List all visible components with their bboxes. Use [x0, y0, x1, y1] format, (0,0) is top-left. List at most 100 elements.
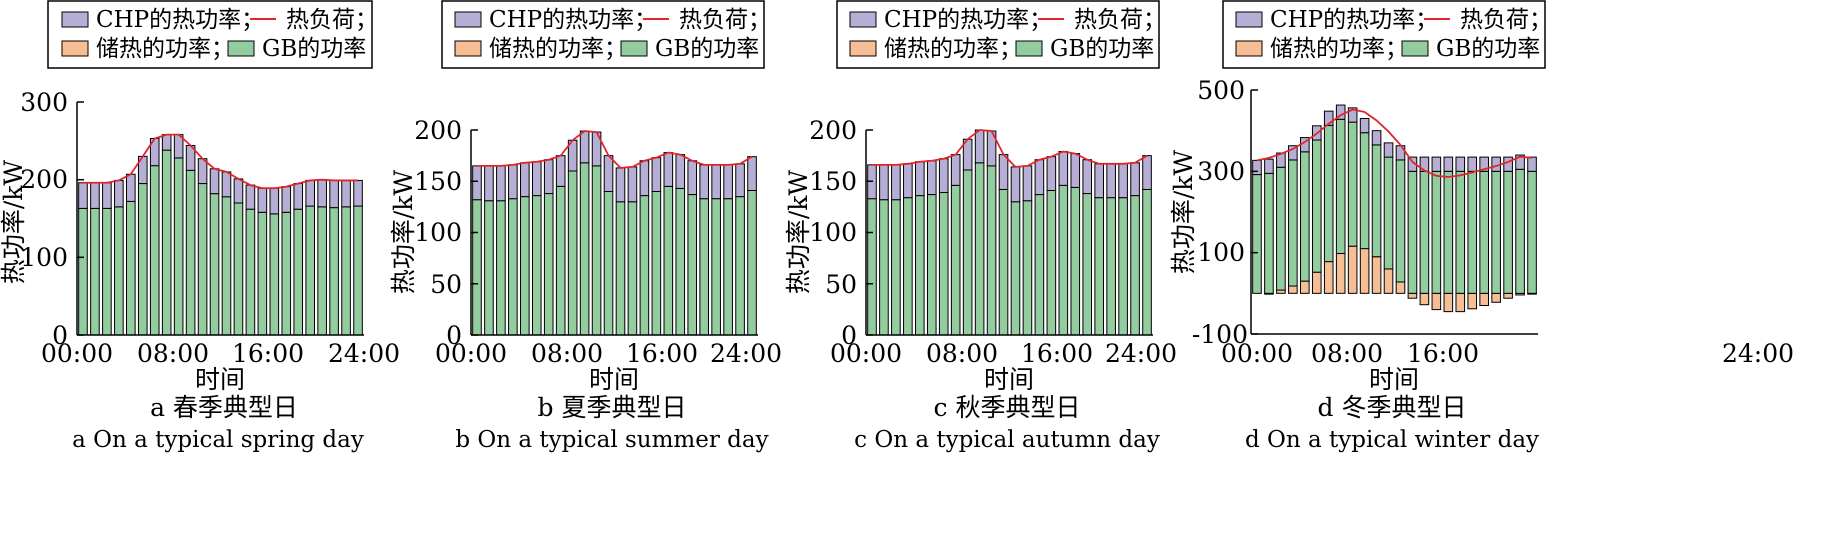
bars-c [867, 129, 1152, 336]
bar-segment-gb [974, 162, 985, 336]
bar-segment-gb [1491, 170, 1501, 294]
bar-segment-gb [747, 189, 757, 336]
bar-segment-gb [639, 195, 650, 336]
x-tick-label: 08:00 [531, 339, 603, 368]
bar-segment-storage [1347, 245, 1358, 294]
bar-segment-chp [102, 182, 112, 209]
caption-cn-a: a 春季典型日 [150, 393, 298, 422]
y-ticks-b [471, 129, 478, 336]
bar-segment-gb [257, 211, 268, 336]
plot-a: 0 100 200 300 00:00 08:00 16:00 24:00 时间… [0, 88, 400, 394]
x-axis-title-b: 时间 [589, 365, 639, 394]
bar-segment-chp [938, 158, 949, 194]
x-tick-label: 00:00 [41, 339, 113, 368]
bar-segment-gb [197, 183, 208, 336]
bar-segment-chp [915, 161, 925, 197]
x-tick-label: 24:00 [1722, 339, 1794, 368]
legend-label-chp: CHP的热功率； [96, 7, 264, 33]
y-ticks-c [866, 129, 873, 336]
bar-segment-chp [627, 166, 638, 203]
y-ticks-a [77, 101, 84, 336]
bar-segment-storage [1467, 292, 1478, 310]
bar-segment-chp [1034, 159, 1045, 196]
bar-segment-chp [1443, 156, 1454, 172]
bar-segment-gb [221, 196, 232, 336]
y-tick-label: 0 [446, 321, 462, 350]
legend-label-storage: 储热的功率； [489, 36, 627, 62]
x-tick-label: 24:00 [1105, 339, 1177, 368]
bar-segment-chp [1359, 117, 1370, 134]
bar-segment-gb [555, 185, 566, 336]
bar-segment-gb [1276, 166, 1286, 291]
bar-segment-gb [891, 199, 901, 336]
bar-segment-chp [233, 178, 244, 204]
bar-segment-gb [531, 195, 542, 336]
panel-b: CHP的热功率； 热负荷； 储热的功率； GB的功率 0 50 1 [389, 0, 782, 453]
bar-segment-chp [1288, 145, 1298, 161]
y-tick-label: 200 [414, 116, 462, 145]
x-tick-label: 16:00 [1021, 339, 1093, 368]
bar-segment-chp [543, 159, 554, 195]
bar-segment-chp [78, 182, 88, 209]
bar-segment-chp [317, 179, 327, 208]
bar-segment-chp [496, 165, 506, 202]
bar-segment-chp [114, 179, 124, 208]
bar-segment-chp [1371, 130, 1382, 146]
legend-label-gb: GB的功率 [262, 36, 366, 62]
bar-segment-chp [1022, 165, 1033, 202]
bar-segment-gb [472, 199, 482, 336]
bar-segment-chp [508, 164, 518, 200]
bar-segment-gb [520, 196, 530, 336]
bar-segment-chp [1455, 156, 1466, 172]
y-axis-title-a: 热功率/kW [0, 160, 28, 285]
bar-segment-gb [903, 197, 913, 336]
legend-label-chp: CHP的热功率； [884, 7, 1052, 33]
bar-segment-gb [627, 201, 638, 336]
bar-segment-gb [962, 169, 973, 336]
bar-segment-chp [1515, 154, 1525, 170]
bar-segment-gb [353, 205, 363, 336]
legend-label-load: 热负荷； [1460, 7, 1552, 33]
bar-segment-gb [938, 192, 949, 336]
bar-segment-chp [663, 152, 674, 187]
bar-segment-chp [1118, 163, 1128, 199]
bar-segment-chp [257, 187, 268, 213]
plot-d: -100 100 300 500 00:00 08:00 16:00 24:00… [1169, 76, 1794, 394]
legend-label-storage: 储热的功率； [96, 36, 234, 62]
bar-segment-storage [1359, 248, 1370, 294]
legend-swatch-storage [849, 40, 877, 57]
bar-segment-storage [1311, 271, 1322, 294]
bar-segment-chp [579, 130, 590, 164]
caption-cn-d: d 冬季典型日 [1318, 393, 1467, 422]
bar-segment-chp [1467, 156, 1478, 172]
legend-swatch-chp [1235, 11, 1263, 28]
y-tick-labels-c: 0 50 100 150 200 [809, 116, 857, 350]
bar-segment-gb [1082, 193, 1093, 336]
bar-segment-chp [484, 165, 494, 202]
panel-a: CHP的热功率； 热负荷； 储热的功率； GB的功率 0 100 200 [0, 0, 400, 453]
bar-segment-gb [173, 157, 184, 336]
legend-swatch-gb [1015, 40, 1043, 57]
bar-segment-gb [185, 169, 196, 336]
y-tick-label: 50 [430, 270, 462, 299]
x-tick-labels-a: 00:00 08:00 16:00 24:00 [41, 339, 400, 368]
bar-segment-storage [1383, 268, 1394, 294]
y-axis-title-c: 热功率/kW [784, 170, 813, 295]
bar-segment-gb [1395, 159, 1406, 283]
bar-segment-gb [1347, 121, 1358, 247]
bar-segment-chp [197, 158, 208, 185]
bar-segment-chp [723, 164, 733, 200]
legend-box-c: CHP的热功率； 热负荷； 储热的功率； GB的功率 [836, 0, 1166, 69]
bar-segment-gb [1515, 168, 1525, 294]
y-tick-label: 300 [1197, 157, 1245, 186]
bar-segment-gb [1106, 197, 1116, 336]
bar-segment-gb [305, 205, 315, 336]
y-axis-title-b: 热功率/kW [389, 170, 418, 295]
bar-segment-chp [603, 155, 614, 193]
x-tick-label: 24:00 [710, 339, 782, 368]
legend-box-b: CHP的热功率； 热负荷； 储热的功率； GB的功率 [441, 0, 771, 69]
bar-segment-chp [161, 134, 172, 151]
bar-segment-chp [531, 161, 542, 197]
bar-segment-chp [747, 156, 757, 191]
